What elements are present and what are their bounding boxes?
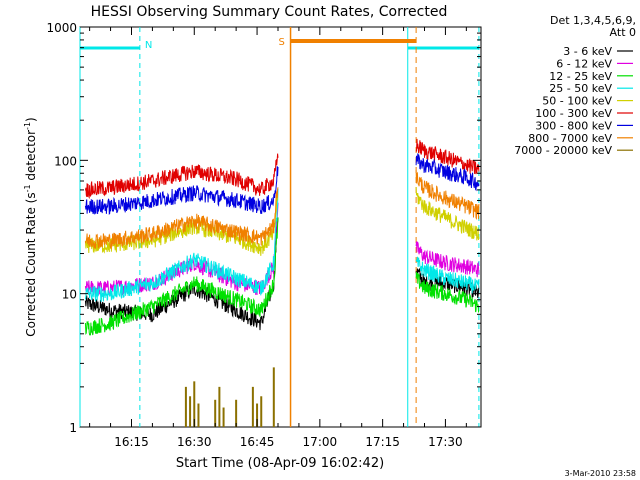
series-line-25-50-kev-seg2 (415, 256, 480, 294)
y-tick-label: 1000 (46, 21, 77, 35)
series-line-800-7000-kev-seg1 (84, 187, 279, 250)
legend-label: 800 - 7000 keV (528, 132, 612, 145)
legend-label: 7000 - 20000 keV (514, 144, 612, 157)
series-layer (84, 138, 480, 427)
x-axis-label: Start Time (08-Apr-09 16:02:42) (176, 456, 384, 471)
axis-ticks: 16:15 16:30 16:45 17:00 17:15 17:30 1 10 100 1000 (46, 21, 481, 449)
series-line-300-800-kev-seg1 (84, 166, 279, 215)
y-tick-label: 1 (69, 421, 77, 435)
legend-label: 50 - 100 keV (542, 95, 612, 108)
series-line-300-800-kev-seg2 (415, 153, 480, 192)
chart-title: HESSI Observing Summary Count Rates, Cor… (91, 4, 448, 20)
night-label: N (145, 40, 152, 51)
legend-label: 25 - 50 keV (549, 82, 612, 95)
series-line-25-50-kev-seg1 (84, 188, 279, 303)
legend-label: 3 - 6 keV (563, 45, 612, 58)
legend-title-line-1: Det 1,3,4,5,6,9, (550, 14, 636, 27)
series-line-6-12-kev-seg2 (415, 241, 480, 278)
x-tick-label: 17:15 (365, 435, 400, 449)
timestamp: 3-Mar-2010 23:58 (565, 469, 636, 478)
series-line-800-7000-kev-seg2 (415, 169, 480, 220)
y-tick-label: 100 (54, 154, 77, 168)
series-line-100-300-kev-seg1 (84, 153, 279, 200)
y-tick-label: 10 (62, 288, 77, 302)
legend-title-line-2: Att 0 (610, 26, 636, 39)
saa-label: S (279, 37, 285, 48)
x-tick-label: 16:30 (177, 435, 212, 449)
series-line-50-100-kev-seg2 (415, 186, 480, 241)
x-tick-label: 17:30 (428, 435, 463, 449)
series-line-12-25-kev-seg2 (415, 271, 480, 314)
legend-label: 6 - 12 keV (556, 57, 612, 70)
series-line-50-100-kev-seg1 (84, 193, 279, 256)
x-tick-label: 16:15 (114, 435, 149, 449)
x-tick-label: 17:00 (303, 435, 338, 449)
series-line-12-25-kev-seg1 (84, 217, 279, 336)
legend-label: 100 - 300 keV (535, 107, 612, 120)
series-line-3-6-kev-seg1 (84, 217, 279, 331)
legend-label: 12 - 25 keV (549, 70, 612, 83)
legend-label: 300 - 800 keV (535, 119, 612, 132)
y-axis-label: Corrected Count Rate (s-1 detector-1) (23, 117, 38, 336)
series-line-100-300-kev-seg2 (415, 138, 480, 175)
x-tick-label: 16:45 (240, 435, 275, 449)
